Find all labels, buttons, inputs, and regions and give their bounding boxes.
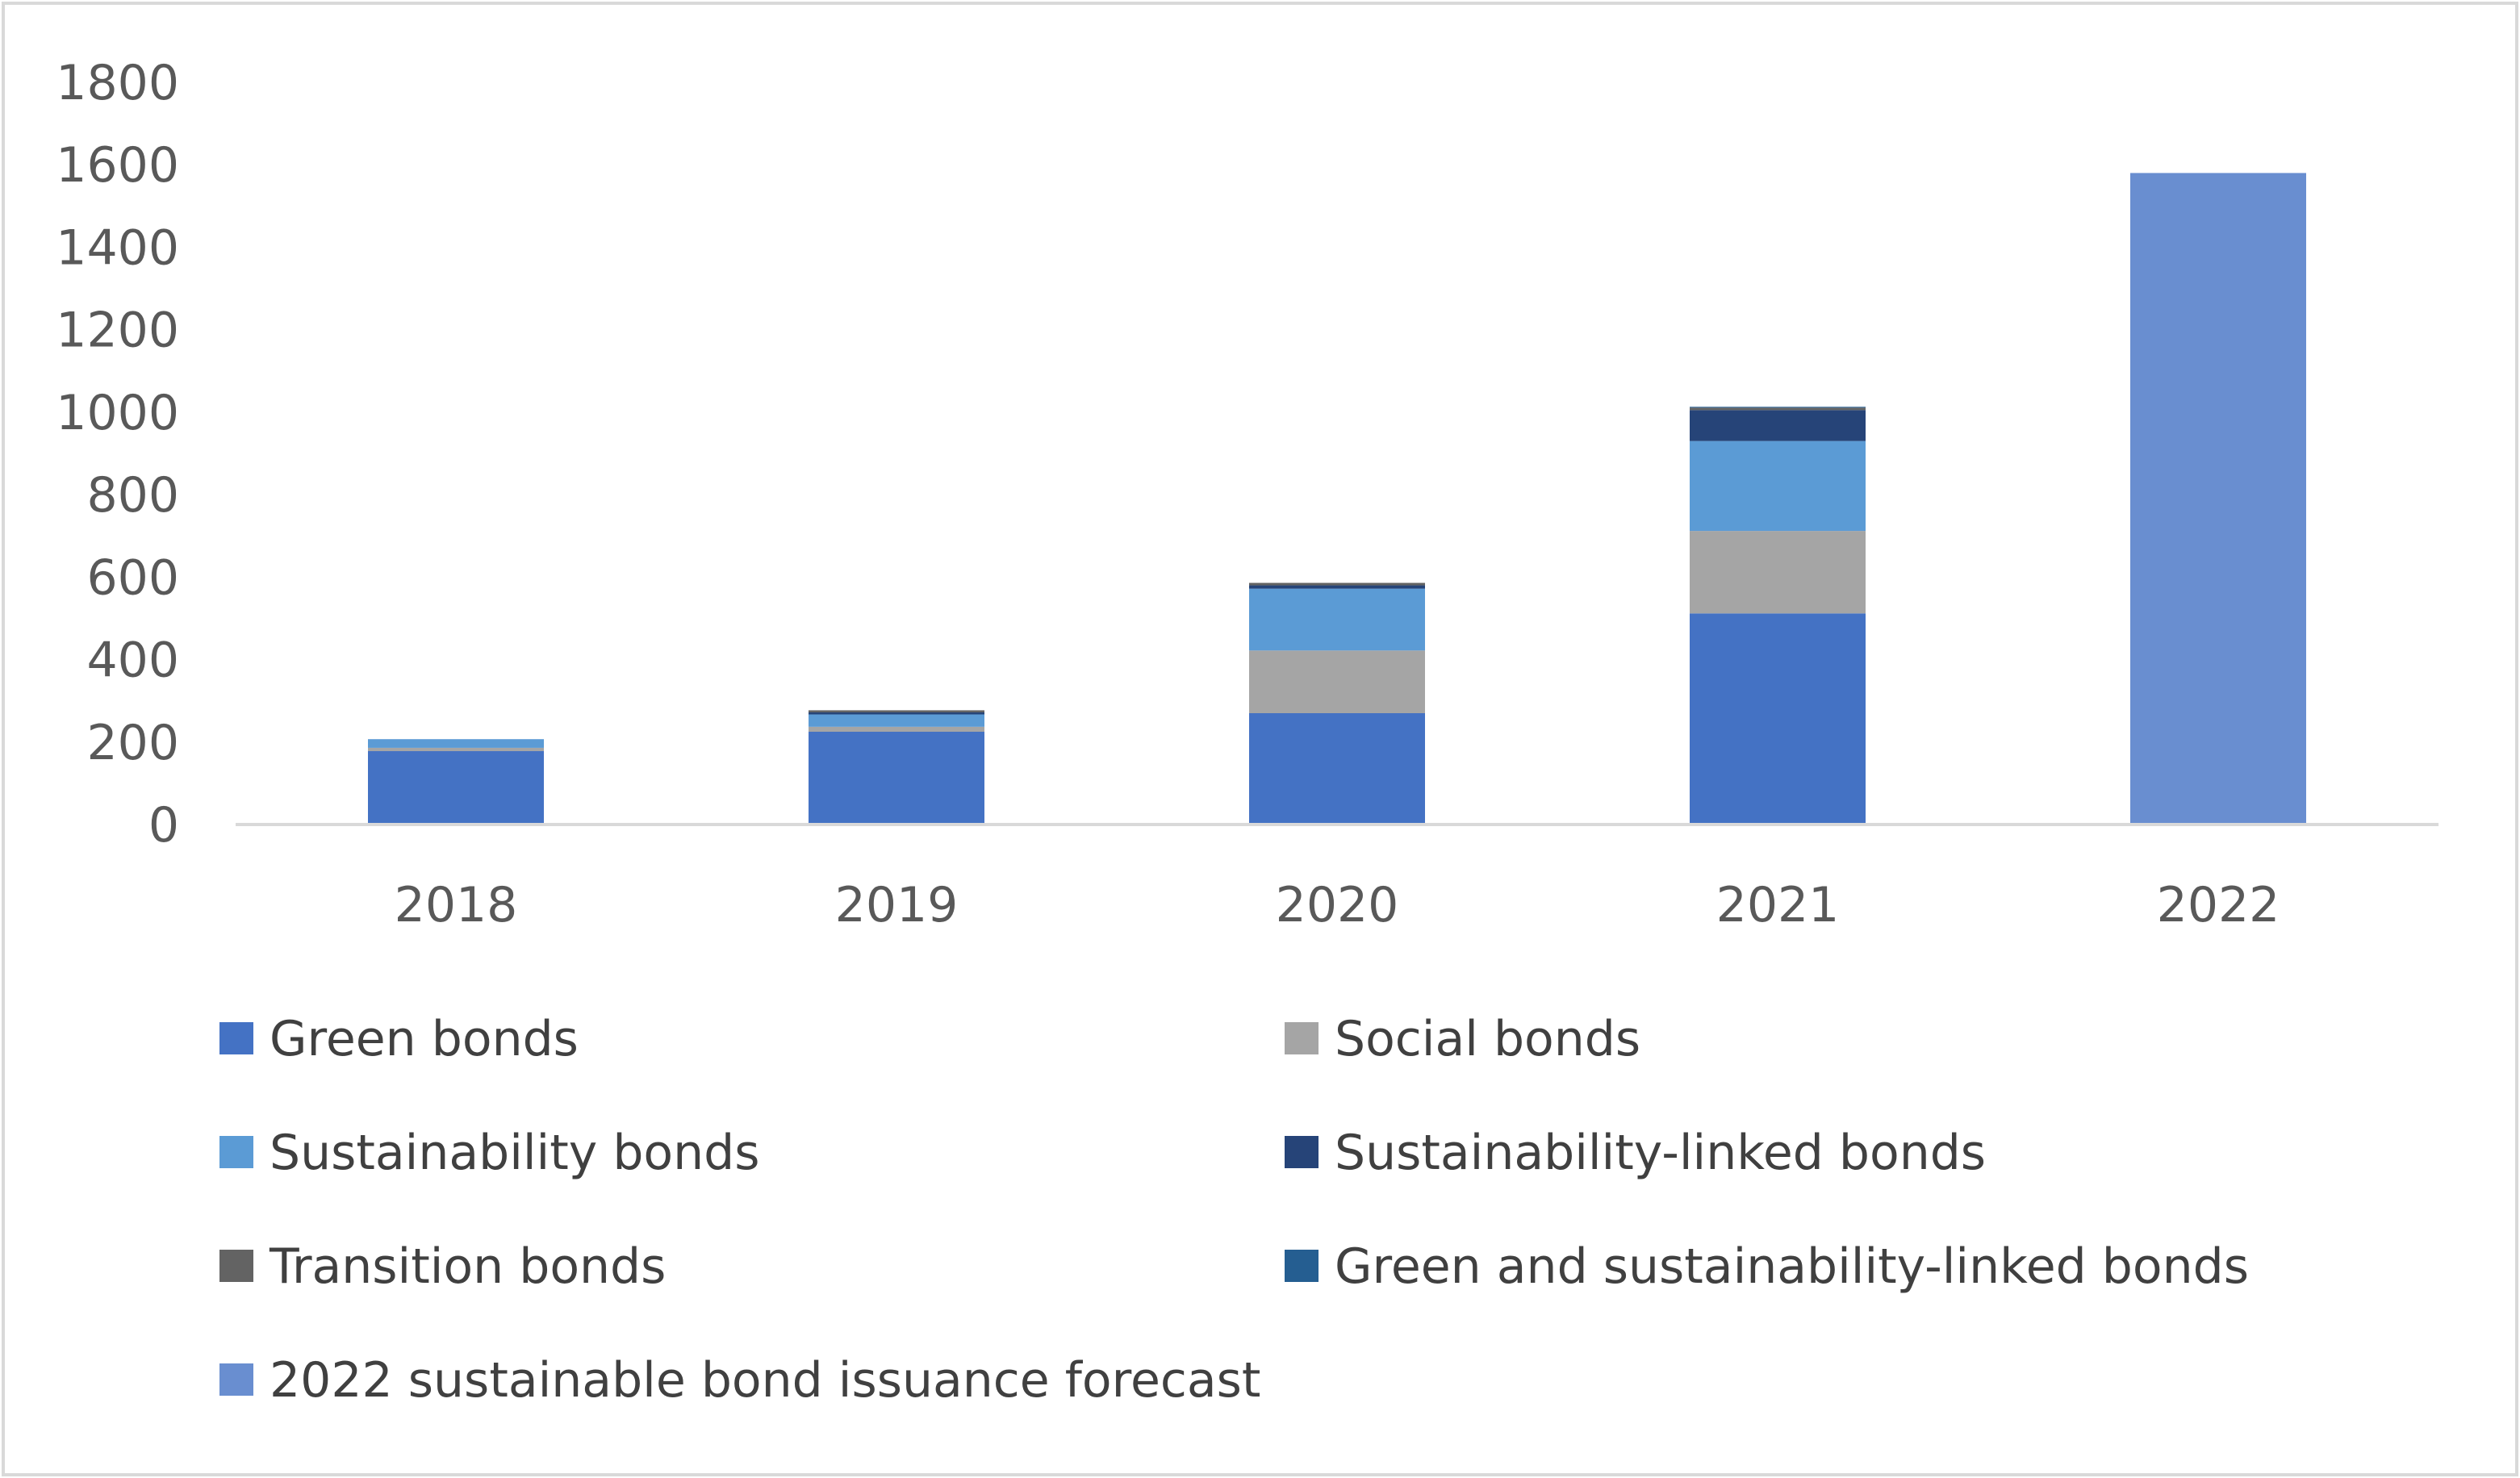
bar-2021-social-bonds (1690, 531, 1866, 614)
legend-label: 2022 sustainable bond issuance forecast (270, 1352, 1260, 1409)
legend-swatch (219, 1022, 253, 1054)
bar-2018-green-bonds (368, 751, 544, 825)
legend: Green bonds Social bonds Sustainability bo… (219, 1011, 2249, 1409)
x-tick-label-2019: 2019 (835, 877, 959, 933)
bar-2018-social-bonds (368, 747, 544, 752)
bars (368, 173, 2306, 825)
legend-item-transition-bonds: Transition bonds (219, 1238, 666, 1295)
legend-swatch (1285, 1022, 1319, 1054)
x-axis-labels: 2018 2019 2020 2021 2022 (395, 877, 2280, 933)
bar-2021-sustainability-linked-bonds (1690, 410, 1866, 441)
bar-2021-sustainability-bonds (1690, 440, 1866, 532)
bar-2020-social-bonds (1249, 650, 1425, 713)
y-axis-ticks: 0 200 400 600 800 1000 1200 1400 1600 1800 (56, 55, 179, 854)
legend-item-2022-sustainable-bond-issuance-forecast: 2022 sustainable bond issuance forecast (219, 1352, 1260, 1409)
legend-swatch (219, 1250, 253, 1282)
y-tick-label-1400: 1400 (56, 219, 179, 276)
legend-label: Green bonds (270, 1011, 579, 1067)
y-tick-label-1600: 1600 (56, 137, 179, 194)
legend-swatch (1285, 1136, 1319, 1168)
y-tick-label-600: 600 (86, 549, 179, 606)
bar-2019-green-bonds (809, 732, 984, 825)
legend-item-sustainability-linked-bonds: Sustainability-linked bonds (1285, 1125, 1986, 1181)
legend-swatch (219, 1136, 253, 1168)
legend-label: Sustainability-linked bonds (1335, 1125, 1986, 1181)
x-tick-label-2021: 2021 (1716, 877, 1840, 933)
bar-2019-sustainability-bonds (809, 714, 984, 727)
y-tick-label-1000: 1000 (56, 385, 179, 441)
bar-2020-green-bonds (1249, 713, 1425, 825)
legend-label: Social bonds (1335, 1011, 1640, 1067)
bar-2019-transition-bonds (809, 710, 984, 712)
y-tick-label-1800: 1800 (56, 55, 179, 111)
legend-label: Green and sustainability-linked bonds (1335, 1238, 2249, 1295)
bar-2019-sustainability-linked-bonds (809, 712, 984, 715)
legend-item-social-bonds: Social bonds (1285, 1011, 1640, 1067)
x-tick-label-2020: 2020 (1276, 877, 1399, 933)
legend-label: Transition bonds (269, 1238, 666, 1295)
y-tick-label-0: 0 (148, 797, 179, 854)
bar-2020-transition-bonds (1249, 582, 1425, 586)
y-tick-label-1200: 1200 (56, 303, 179, 359)
x-tick-label-2018: 2018 (395, 877, 518, 933)
y-tick-label-800: 800 (86, 467, 179, 524)
legend-item-green-bonds: Green bonds (219, 1011, 579, 1067)
bar-2021-green-bonds (1690, 613, 1866, 825)
y-tick-label-200: 200 (86, 715, 179, 771)
bar-2022-2022-sustainable-bond-issuance-forecast (2130, 173, 2306, 825)
x-tick-label-2022: 2022 (2157, 877, 2280, 933)
bar-2019-social-bonds (809, 726, 984, 732)
legend-label: Sustainability bonds (270, 1125, 760, 1181)
bar-2018-sustainability-bonds (368, 739, 544, 748)
bar-2021-transition-bonds (1690, 407, 1866, 411)
bar-2020-sustainability-linked-bonds (1249, 585, 1425, 589)
legend-swatch (1285, 1250, 1319, 1282)
bar-2020-sustainability-bonds (1249, 588, 1425, 651)
legend-swatch (219, 1363, 253, 1396)
legend-item-green-and-sustainability-linked-bonds: Green and sustainability-linked bonds (1285, 1238, 2249, 1295)
legend-item-sustainability-bonds: Sustainability bonds (219, 1125, 760, 1181)
y-tick-label-400: 400 (86, 633, 179, 689)
